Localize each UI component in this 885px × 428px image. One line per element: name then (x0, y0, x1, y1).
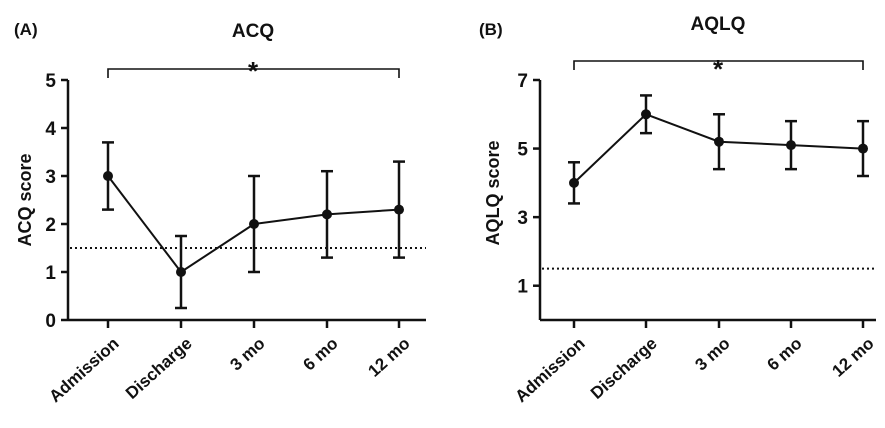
panel-label: (B) (479, 20, 503, 39)
significance-marker: * (713, 54, 724, 84)
y-tick-label: 1 (517, 277, 528, 298)
data-point (714, 136, 724, 147)
x-tick-label: 3 mo (691, 334, 733, 375)
y-tick-label: 1 (45, 263, 56, 284)
significance-bracket (107, 68, 400, 78)
y-axis-label: ACQ score (15, 153, 35, 246)
chart-title: ACQ (232, 21, 274, 42)
significance-bracket (573, 60, 864, 70)
x-tick-label: 6 mo (763, 334, 805, 375)
x-tick-label: 12 mo (364, 334, 413, 381)
data-point (786, 140, 796, 151)
significance-marker: * (248, 56, 259, 86)
y-tick-label: 4 (45, 119, 56, 140)
data-point (249, 219, 259, 229)
x-tick-label: 12 mo (828, 334, 877, 381)
data-point (176, 267, 186, 277)
y-tick-label: 3 (45, 167, 56, 188)
x-tick-label: 6 mo (299, 334, 341, 375)
x-tick-label: 3 mo (226, 334, 268, 375)
data-point (641, 109, 651, 120)
y-tick-label: 2 (45, 215, 56, 236)
data-point (103, 171, 113, 181)
y-tick-label: 7 (517, 71, 528, 92)
data-point (569, 177, 579, 188)
y-tick-label: 5 (45, 71, 56, 92)
panel-label: (A) (14, 20, 38, 39)
y-tick-label: 3 (517, 208, 528, 229)
chart-panel-b: (B) AQLQ * 1 3 5 7 AQLQ score AdmissionDischarge… (479, 14, 878, 406)
x-tick-label: Admission (511, 334, 588, 406)
x-tick-label: Discharge (587, 334, 661, 403)
y-axis-label: AQLQ score (483, 140, 503, 245)
chart-panel-a: (A) ACQ * 0 1 2 3 4 5 ACQ score Admission Discharge… (14, 20, 426, 406)
x-tick-label: Discharge (122, 334, 196, 403)
chart-title: AQLQ (691, 14, 746, 35)
y-tick-label: 0 (45, 311, 56, 332)
data-point (322, 209, 332, 220)
x-tick-label: Admission (45, 334, 122, 406)
data-point (858, 143, 868, 154)
y-tick-label: 5 (517, 140, 528, 161)
data-point (394, 204, 404, 215)
